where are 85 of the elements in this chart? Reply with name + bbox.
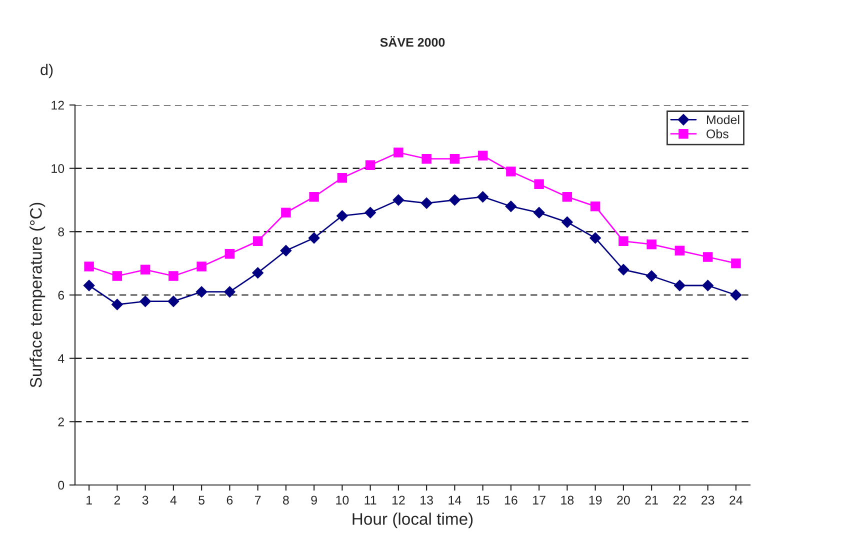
point: [646, 239, 656, 250]
point: [83, 280, 95, 292]
x-tick-label: 17: [533, 496, 546, 504]
point: [449, 194, 460, 206]
point: [422, 154, 432, 164]
legend-label: Obs: [706, 129, 728, 138]
point: [252, 236, 263, 246]
x-tick-label: 11: [364, 496, 376, 504]
point: [590, 232, 601, 244]
point: [674, 280, 686, 292]
chart-title: SÄVE 2000: [380, 36, 445, 47]
point: [168, 296, 180, 307]
x-tick-label: 24: [730, 496, 743, 504]
point: [702, 280, 714, 292]
point: [168, 271, 178, 281]
y-tick-label: 4: [58, 354, 64, 363]
x-tick-label: 4: [170, 496, 177, 504]
point: [730, 289, 742, 301]
point: [674, 246, 685, 256]
point: [365, 160, 376, 170]
x-tick-label: 15: [476, 496, 490, 505]
point: [252, 267, 264, 278]
x-tick-label: 19: [589, 496, 602, 505]
point: [112, 271, 122, 281]
point: [140, 296, 151, 307]
y-axis-title: Surface temperature (°C): [30, 202, 46, 388]
x-tick-label: 3: [142, 496, 148, 505]
point: [562, 216, 573, 228]
x-tick-label: 8: [283, 496, 289, 505]
point: [364, 207, 376, 218]
x-tick-label: 12: [392, 496, 405, 504]
x-axis-title: Hour (local time): [352, 512, 473, 528]
point: [505, 200, 517, 212]
point: [731, 258, 741, 268]
point: [533, 207, 545, 218]
text: d): [40, 64, 53, 78]
point: [478, 150, 488, 161]
x-tick-label: 23: [701, 496, 714, 505]
point: [112, 298, 123, 310]
point: [280, 245, 292, 256]
point: [534, 179, 544, 190]
point: [308, 232, 320, 244]
x-tick-label: 9: [311, 496, 317, 505]
y-tick-label: 0: [58, 480, 64, 490]
point: [309, 192, 319, 202]
y-tick-label: 8: [58, 227, 64, 236]
point: [450, 154, 460, 164]
point: [562, 192, 572, 202]
y-tick-label: 12: [52, 100, 64, 110]
x-tick-label: 6: [226, 496, 233, 505]
point: [336, 210, 348, 222]
point: [394, 148, 404, 158]
point: [281, 208, 291, 218]
x-tick-label: 2: [114, 496, 120, 504]
point: [337, 172, 348, 183]
point: [196, 286, 208, 298]
x-tick-label: 1: [86, 496, 92, 504]
point: [140, 264, 150, 275]
point: [646, 270, 658, 282]
x-tick-label: 5: [198, 496, 205, 505]
point: [224, 286, 236, 298]
point: [618, 236, 628, 246]
x-tick-label: 14: [448, 496, 462, 504]
point: [702, 252, 713, 262]
point: [420, 198, 432, 209]
y-tick-label: 6: [58, 290, 64, 300]
x-tick-label: 20: [617, 496, 630, 505]
y-tick-label: 10: [52, 164, 64, 173]
point: [477, 191, 488, 202]
x-tick-label: 22: [673, 496, 686, 504]
x-tick-label: 21: [645, 496, 658, 504]
point: [196, 262, 206, 272]
x-tick-label: 16: [504, 496, 518, 505]
point: [392, 194, 404, 206]
point: [590, 201, 600, 212]
point: [618, 264, 630, 276]
x-tick-label: 18: [561, 496, 574, 505]
point: [84, 262, 94, 272]
point: [506, 166, 516, 176]
x-tick-label: 10: [336, 496, 349, 505]
x-tick-label: 13: [420, 496, 433, 505]
y-tick-label: 2: [58, 417, 64, 426]
point: [224, 248, 235, 259]
x-tick-label: 7: [254, 496, 261, 504]
legend-label: Model: [706, 115, 740, 124]
